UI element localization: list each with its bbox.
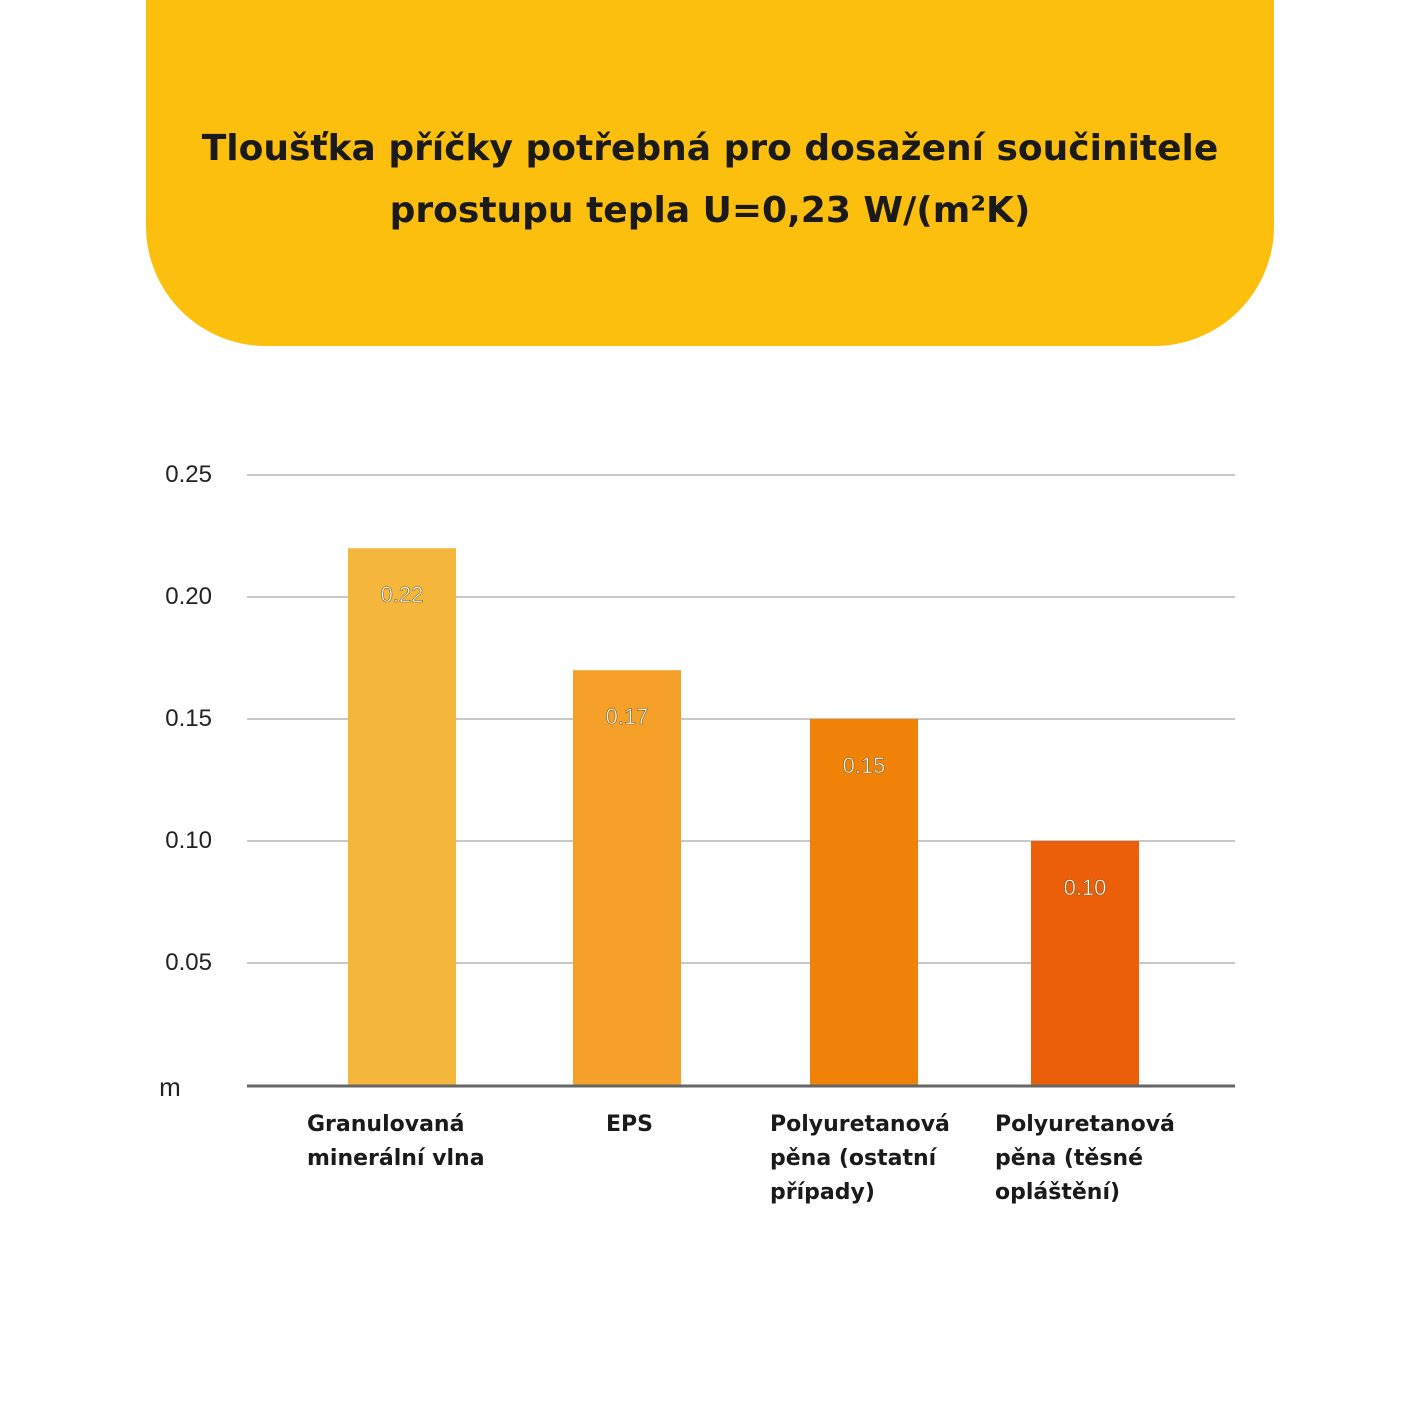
bar-value-label: 0.10 (1064, 875, 1107, 900)
bar (348, 548, 456, 1085)
y-tick-label: 0.15 (165, 705, 212, 732)
chart-title: Tloušťka příčky potřebná pro dosažení so… (146, 118, 1274, 242)
chart-title-line2: prostupu tepla U=0,23 W/(m²K) (389, 190, 1031, 231)
bar (810, 719, 918, 1085)
y-axis-label: m (159, 1072, 181, 1102)
bar (1031, 841, 1139, 1085)
chart-title-line1: Tloušťka příčky potřebná pro dosažení so… (201, 128, 1219, 169)
header-banner (146, 0, 1274, 346)
bar-value-label: 0.22 (381, 582, 424, 607)
y-axis-ticks: 0.05 0.10 0.15 0.20 0.25 (165, 461, 212, 976)
bars: 0.22 0.17 0.15 0.10 (348, 548, 1139, 1085)
y-tick-label: 0.10 (165, 827, 212, 854)
bar-value-label: 0.15 (843, 753, 886, 778)
bar-value-label: 0.17 (606, 704, 649, 729)
y-tick-label: 0.25 (165, 461, 212, 488)
bar (573, 670, 681, 1085)
y-tick-label: 0.20 (165, 583, 212, 610)
y-tick-label: 0.05 (165, 949, 212, 976)
